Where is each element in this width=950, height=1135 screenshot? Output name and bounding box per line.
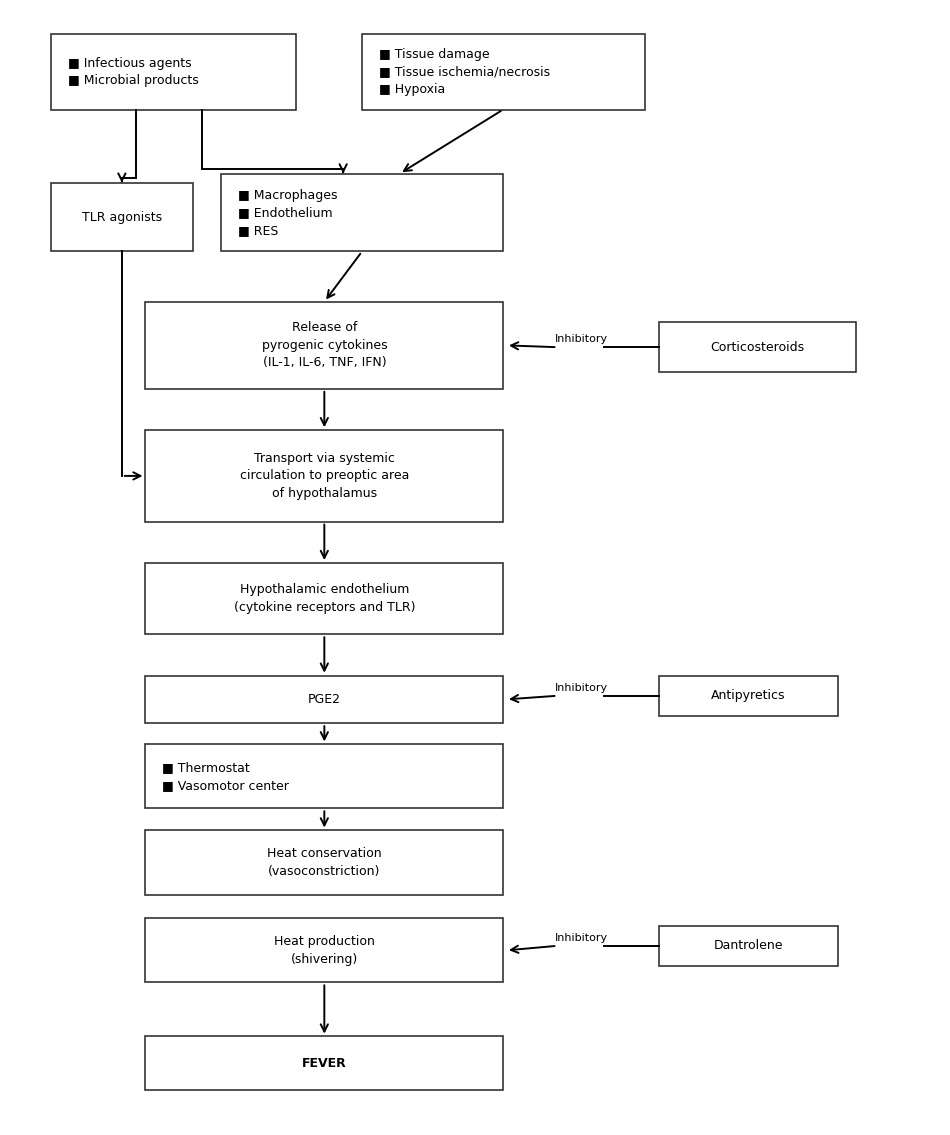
FancyBboxPatch shape: [51, 34, 296, 109]
Text: Antipyretics: Antipyretics: [711, 689, 786, 703]
FancyBboxPatch shape: [658, 926, 838, 966]
FancyBboxPatch shape: [362, 34, 644, 109]
Text: Inhibitory: Inhibitory: [555, 683, 607, 693]
FancyBboxPatch shape: [51, 183, 193, 252]
Text: ■ Infectious agents
■ Microbial products: ■ Infectious agents ■ Microbial products: [68, 57, 199, 87]
FancyBboxPatch shape: [145, 302, 504, 389]
Text: Hypothalamic endothelium
(cytokine receptors and TLR): Hypothalamic endothelium (cytokine recep…: [234, 583, 415, 614]
FancyBboxPatch shape: [145, 563, 504, 634]
Text: FEVER: FEVER: [302, 1057, 347, 1069]
FancyBboxPatch shape: [145, 918, 504, 983]
FancyBboxPatch shape: [145, 745, 504, 808]
FancyBboxPatch shape: [145, 430, 504, 522]
Text: TLR agonists: TLR agonists: [82, 211, 162, 224]
FancyBboxPatch shape: [658, 322, 856, 372]
Text: PGE2: PGE2: [308, 692, 341, 706]
Text: ■ Tissue damage
■ Tissue ischemia/necrosis
■ Hypoxia: ■ Tissue damage ■ Tissue ischemia/necros…: [379, 48, 550, 96]
Text: Heat production
(shivering): Heat production (shivering): [274, 935, 374, 966]
Text: Release of
pyrogenic cytokines
(IL-1, IL-6, TNF, IFN): Release of pyrogenic cytokines (IL-1, IL…: [261, 321, 388, 369]
FancyBboxPatch shape: [658, 675, 838, 716]
Text: ■ Thermostat
■ Vasomotor center: ■ Thermostat ■ Vasomotor center: [162, 762, 289, 791]
Text: Inhibitory: Inhibitory: [555, 933, 607, 943]
FancyBboxPatch shape: [145, 675, 504, 723]
Text: Dantrolene: Dantrolene: [713, 940, 783, 952]
Text: Heat conservation
(vasoconstriction): Heat conservation (vasoconstriction): [267, 847, 382, 877]
Text: ■ Macrophages
■ Endothelium
■ RES: ■ Macrophages ■ Endothelium ■ RES: [238, 188, 337, 236]
Text: Inhibitory: Inhibitory: [555, 335, 607, 344]
Text: Corticosteroids: Corticosteroids: [711, 340, 805, 354]
FancyBboxPatch shape: [145, 1036, 504, 1090]
Text: Transport via systemic
circulation to preoptic area
of hypothalamus: Transport via systemic circulation to pr…: [239, 452, 409, 499]
FancyBboxPatch shape: [220, 174, 504, 252]
FancyBboxPatch shape: [145, 831, 504, 894]
